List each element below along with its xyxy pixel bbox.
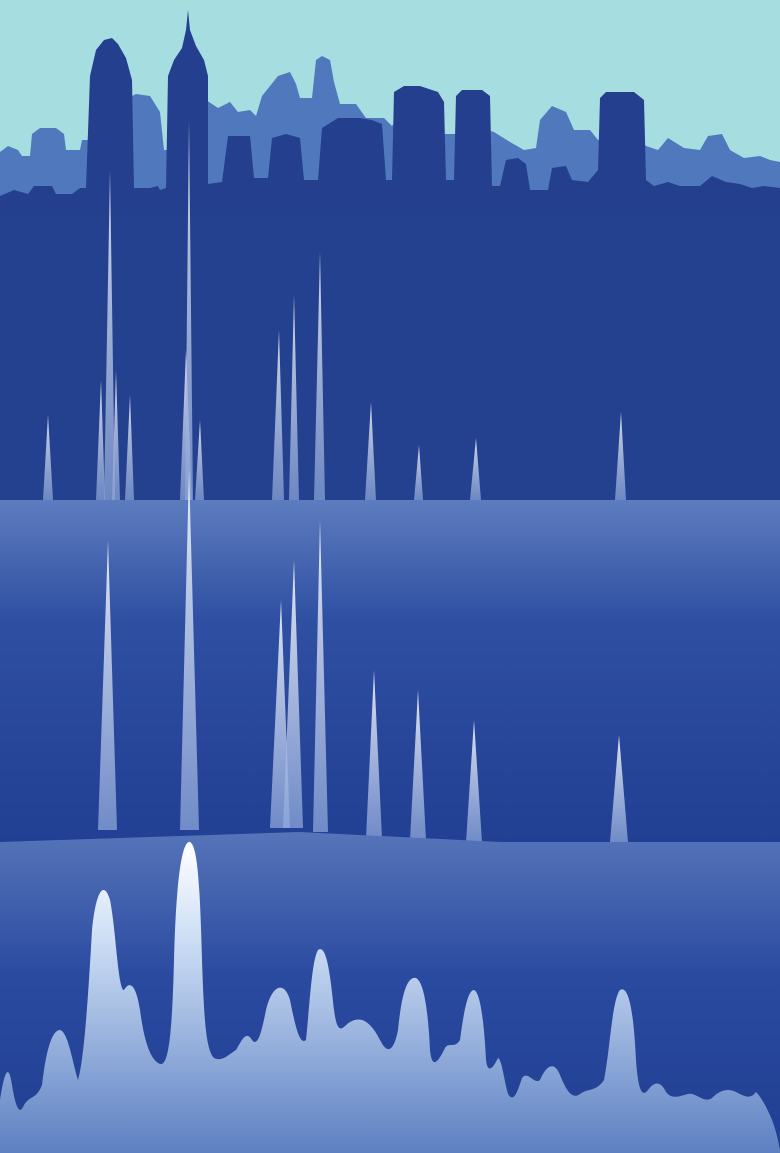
- front-skyline: [0, 10, 780, 215]
- bottom-spectrum-curve: [0, 841, 780, 1153]
- middle-peaks: [98, 470, 628, 842]
- middle-panel: [0, 500, 780, 842]
- top-peaks: [43, 120, 626, 500]
